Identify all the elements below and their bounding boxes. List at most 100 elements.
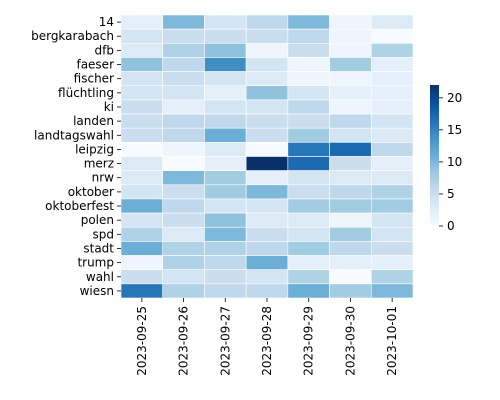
heatmap-cell	[287, 99, 330, 115]
heatmap-cell	[245, 85, 289, 101]
heatmap-cell	[120, 113, 164, 129]
heatmap-cell	[287, 127, 330, 143]
heatmap-cell	[120, 71, 164, 87]
heatmap-cell	[162, 57, 205, 72]
heatmap-cell	[120, 142, 164, 157]
column-tick-label: 2023-09-29	[302, 306, 316, 376]
row-tick-label: fischer	[74, 72, 114, 86]
row-tick-label: dfb	[95, 43, 114, 57]
heatmap-cell	[245, 198, 289, 214]
row-tick-label: bergkarabach	[31, 29, 114, 43]
heatmap-cell	[329, 212, 372, 228]
column-tick-label: 2023-09-28	[260, 306, 274, 376]
heatmap-cell	[120, 42, 164, 58]
heatmap-cell	[287, 156, 330, 171]
colorbar-gradient	[430, 85, 439, 226]
heatmap-cell	[245, 184, 289, 200]
heatmap-cell	[204, 283, 247, 299]
heatmap-cell	[329, 85, 372, 101]
heatmap-cell	[162, 269, 205, 285]
heatmap-cell	[370, 198, 414, 214]
heatmap-cell	[204, 85, 247, 101]
column-tick-labels: 2023-09-25 2023-09-26 2023-09-27 2023-09-28…	[135, 298, 399, 376]
heatmap-cell	[370, 28, 414, 44]
row-tick-label: spd	[93, 227, 115, 241]
heatmap-cell	[120, 28, 164, 44]
heatmap-cell	[287, 226, 330, 242]
colorbar: 0 5 10 15 20	[430, 85, 462, 233]
heatmap-cell	[287, 198, 330, 214]
heatmap-cell	[287, 184, 330, 200]
heatmap-cell	[370, 127, 414, 143]
column-tick-label: 2023-09-25	[135, 306, 149, 376]
heatmap-cell	[120, 85, 164, 101]
row-tick-label: flüchtling	[58, 86, 114, 100]
heatmap-cell	[204, 28, 247, 44]
row-tick-label: wahl	[86, 270, 114, 284]
heatmap-cell	[245, 113, 289, 129]
row-tick-label: trump	[77, 256, 114, 270]
heatmap-cell	[204, 142, 247, 157]
heatmap-cell	[204, 42, 247, 58]
heatmap-cell	[162, 85, 205, 101]
heatmap-cell	[162, 99, 205, 115]
heatmap-cell	[162, 156, 205, 171]
heatmap-cell	[287, 241, 330, 256]
heatmap-cell	[287, 255, 330, 271]
heatmap-cell	[162, 71, 205, 87]
heatmap-cell	[287, 283, 330, 299]
heatmap-cell	[120, 269, 164, 285]
heatmap-cell	[120, 241, 164, 256]
heatmap-cell	[329, 71, 372, 87]
heatmap-cell	[370, 269, 414, 285]
column-tick-label: 2023-10-01	[385, 306, 399, 376]
heatmap-cell	[204, 255, 247, 271]
heatmap-cell	[120, 57, 164, 72]
heatmap-cell	[204, 14, 247, 30]
heatmap-cell	[162, 28, 205, 44]
heatmap-cell	[245, 241, 289, 256]
heatmap-cell	[370, 212, 414, 228]
heatmap-cell	[287, 85, 330, 101]
heatmap-cell	[370, 85, 414, 101]
row-tick-label: oktober	[68, 185, 114, 199]
row-tick-label: stadt	[83, 241, 114, 255]
heatmap-cell	[287, 14, 330, 30]
heatmap-cell	[287, 269, 330, 285]
heatmap-cell	[245, 14, 289, 30]
heatmap-cell	[162, 184, 205, 200]
heatmap-cell	[329, 170, 372, 186]
heatmap-cell	[329, 127, 372, 143]
colorbar-tick-label: 5	[447, 187, 455, 201]
heatmap-cell	[120, 198, 164, 214]
heatmap-cell	[370, 226, 414, 242]
column-tick-label: 2023-09-26	[177, 306, 191, 376]
heatmap-cell	[245, 156, 289, 171]
heatmap-cell	[329, 57, 372, 72]
heatmap-cell	[204, 269, 247, 285]
heatmap-cell	[329, 142, 372, 157]
heatmap-cell	[204, 241, 247, 256]
heatmap-cell	[329, 42, 372, 58]
heatmap-cell	[120, 170, 164, 186]
heatmap-cell	[329, 14, 372, 30]
heatmap-cell	[245, 269, 289, 285]
heatmap-cell	[245, 127, 289, 143]
heatmap-cell	[120, 99, 164, 115]
heatmap-cell	[120, 156, 164, 171]
heatmap-cell	[162, 170, 205, 186]
heatmap-cell	[245, 42, 289, 58]
heatmap-cell	[370, 113, 414, 129]
heatmap-cell	[329, 156, 372, 171]
heatmap-cell	[287, 71, 330, 87]
row-tick-label: oktoberfest	[45, 199, 114, 213]
heatmap-cell	[370, 170, 414, 186]
heatmap-cell	[287, 113, 330, 129]
heatmap-cell	[120, 255, 164, 271]
heatmap-cell	[204, 212, 247, 228]
heatmap-cell	[204, 99, 247, 115]
colorbar-tick-label: 0	[447, 219, 455, 233]
heatmap-cell	[287, 170, 330, 186]
heatmap-cell	[329, 184, 372, 200]
heatmap-cell	[162, 212, 205, 228]
